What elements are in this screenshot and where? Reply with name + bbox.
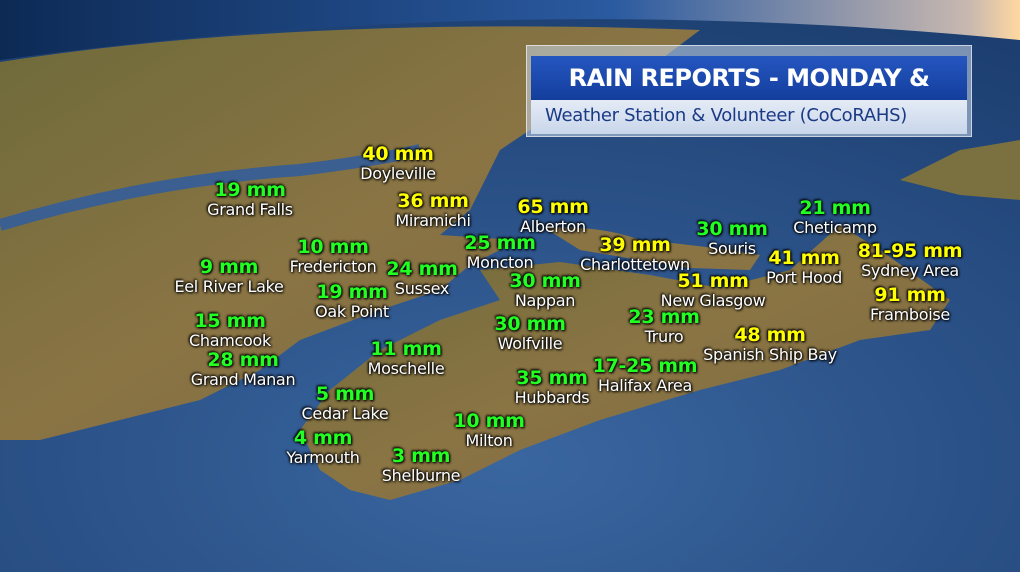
subtitle: Weather Station & Volunteer (CoCoRAHS) [531,100,967,134]
location-name: Nappan [514,291,576,310]
rain-total: 40 mm [362,143,434,165]
rain-total: 48 mm [734,324,806,346]
location-name: Yarmouth [286,448,360,467]
land-nova-scotia [300,225,950,500]
location-label: 3 mm Shelburne [381,445,461,485]
rain-total: 4 mm [293,427,353,449]
location-label: 48 mm Spanish Ship Bay [703,325,837,364]
rain-total: 21 mm [799,197,871,219]
location-name: Grand Manan [190,370,296,389]
rain-total: 35 mm [516,367,588,389]
rain-total: 25 mm [464,232,536,254]
location-name: Milton [465,431,513,450]
location-label: 17-25 mm Halifax Area [593,356,698,395]
location-label: 30 mm Wolfville [494,314,565,353]
location-name: Eel River Lake [174,277,284,296]
location-label: 19 mm Oak Point [315,282,389,321]
location-label: 24 mm Sussex [386,259,457,298]
location-label: 11 mm Moschelle [368,339,445,378]
st-lawrence-river [0,144,422,231]
location-label: 10 mm Milton [453,411,524,450]
rain-total: 15 mm [194,310,266,332]
rain-total: 91 mm [874,284,946,306]
rain-total: 19 mm [214,179,286,201]
location-name: Grand Falls [207,200,293,219]
rain-total: 9 mm [199,256,259,278]
rain-total: 19 mm [316,281,388,303]
rain-total: 10 mm [453,410,525,432]
location-name: New Glasgow [660,291,766,310]
rain-total: 30 mm [494,313,566,335]
location-name: Framboise [870,305,950,324]
location-name: Port Hood [766,268,842,287]
location-label: 10 mm Fredericton [290,237,377,276]
title: RAIN REPORTS - MONDAY & TUESDAY [531,56,967,136]
land-pei [545,227,760,270]
location-label: 51 mm New Glasgow [661,271,766,310]
location-label: 21 mm Cheticamp [793,198,877,237]
rain-total: 65 mm [517,196,589,218]
location-label: 40 mm Doyleville [360,144,436,183]
location-name: Doyleville [360,164,436,183]
location-name: Fredericton [289,257,377,276]
location-name: Halifax Area [598,376,692,395]
location-label: 41 mm Port Hood [766,248,842,287]
location-label: 9 mm Eel River Lake [174,257,283,296]
location-name: Alberton [520,217,586,236]
rain-total: 81-95 mm [857,240,963,262]
location-label: 25 mm Moncton [464,233,535,272]
location-label: 91 mm Framboise [870,285,950,324]
location-label: 30 mm Nappan [509,271,580,310]
location-label: 81-95 mm Sydney Area [858,241,963,280]
location-label: 36 mm Miramichi [395,190,471,230]
location-name: Moschelle [367,359,445,378]
location-name: Shelburne [381,466,461,485]
rain-total: 39 mm [599,234,671,256]
location-name: Oak Point [315,302,389,321]
location-label: 65 mm Alberton [517,197,588,236]
location-name: Truro [644,327,684,346]
location-label: 35 mm Hubbards [515,368,590,407]
rain-total: 24 mm [386,258,458,280]
rain-total: 17-25 mm [592,355,698,377]
land-new-brunswick-quebec [0,26,700,440]
rain-total: 30 mm [509,270,581,292]
location-name: Hubbards [514,388,590,407]
rain-total: 3 mm [391,445,451,467]
location-name: Sussex [394,279,450,298]
location-label: 4 mm Yarmouth [286,427,360,467]
location-name: Spanish Ship Bay [703,345,837,364]
location-name: Cheticamp [793,218,877,237]
rain-total: 41 mm [768,247,840,269]
location-name: Moncton [466,253,534,272]
rain-total: 5 mm [315,383,375,405]
title-panel: RAIN REPORTS - MONDAY & TUESDAY Weather … [526,45,972,137]
rain-total: 36 mm [397,190,469,212]
location-label: 28 mm Grand Manan [191,350,296,389]
location-name: Charlottetown [580,255,690,274]
rain-total: 51 mm [677,270,749,292]
location-label: 30 mm Souris [696,219,767,258]
location-name: Cedar Lake [301,404,389,423]
rain-total: 30 mm [696,218,768,240]
rain-total: 10 mm [297,236,369,258]
location-name: Wolfville [497,334,563,353]
location-label: 15 mm Chamcook [189,311,271,350]
location-name: Chamcook [189,331,271,350]
location-label: 5 mm Cedar Lake [302,384,389,423]
location-label: 19 mm Grand Falls [207,180,293,219]
location-label: 23 mm Truro [628,307,699,346]
rain-total: 23 mm [628,306,700,328]
location-label: 39 mm Charlottetown [580,235,690,274]
location-name: Souris [708,239,756,258]
location-name: Sydney Area [861,261,959,280]
rain-total: 28 mm [207,349,279,371]
location-name: Miramichi [395,211,471,230]
land-newfoundland [900,140,1020,200]
rain-total: 11 mm [370,338,442,360]
